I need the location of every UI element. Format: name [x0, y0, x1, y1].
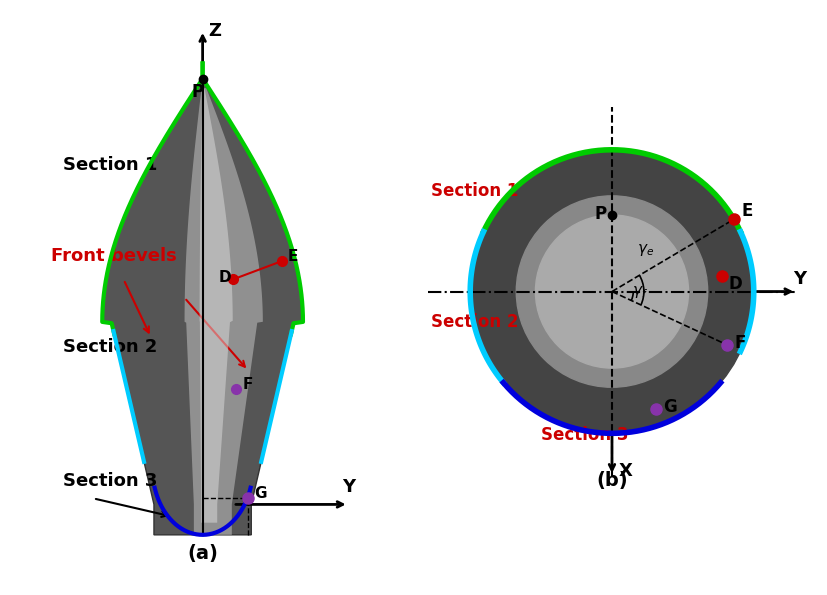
Text: $\mathbf{D}$: $\mathbf{D}$	[728, 275, 743, 293]
Text: Section 1: Section 1	[63, 156, 157, 174]
Text: $\mathbf{F}$: $\mathbf{F}$	[242, 376, 253, 392]
PathPatch shape	[184, 73, 263, 535]
Text: Section 1: Section 1	[431, 182, 519, 200]
Text: (a): (a)	[187, 544, 218, 563]
Text: Section 2: Section 2	[431, 313, 519, 331]
Text: Front bevels: Front bevels	[50, 247, 176, 265]
PathPatch shape	[103, 61, 303, 535]
Text: $\mathbf{E}$: $\mathbf{E}$	[286, 248, 298, 264]
Text: (b): (b)	[596, 471, 628, 490]
Text: Z: Z	[208, 22, 222, 40]
Text: $\mathbf{G}$: $\mathbf{G}$	[663, 398, 677, 416]
Text: X: X	[619, 462, 633, 480]
Circle shape	[535, 215, 689, 368]
Text: $\mathbf{D}$: $\mathbf{D}$	[218, 270, 232, 286]
Text: $\gamma_f$: $\gamma_f$	[632, 284, 648, 300]
Circle shape	[471, 150, 753, 433]
Text: P: P	[595, 205, 606, 223]
Text: $\mathbf{G}$: $\mathbf{G}$	[255, 486, 268, 502]
Text: P: P	[192, 83, 203, 101]
Text: $\gamma_e$: $\gamma_e$	[637, 242, 654, 258]
Text: Y: Y	[793, 271, 805, 289]
PathPatch shape	[199, 79, 232, 522]
Text: $\mathbf{E}$: $\mathbf{E}$	[741, 202, 753, 220]
Text: Section 2: Section 2	[63, 339, 157, 356]
Circle shape	[516, 196, 708, 387]
Text: Section 3: Section 3	[541, 427, 629, 444]
Text: Y: Y	[342, 478, 356, 496]
Text: Section 3: Section 3	[63, 472, 157, 490]
Text: $\mathbf{F}$: $\mathbf{F}$	[734, 334, 746, 352]
